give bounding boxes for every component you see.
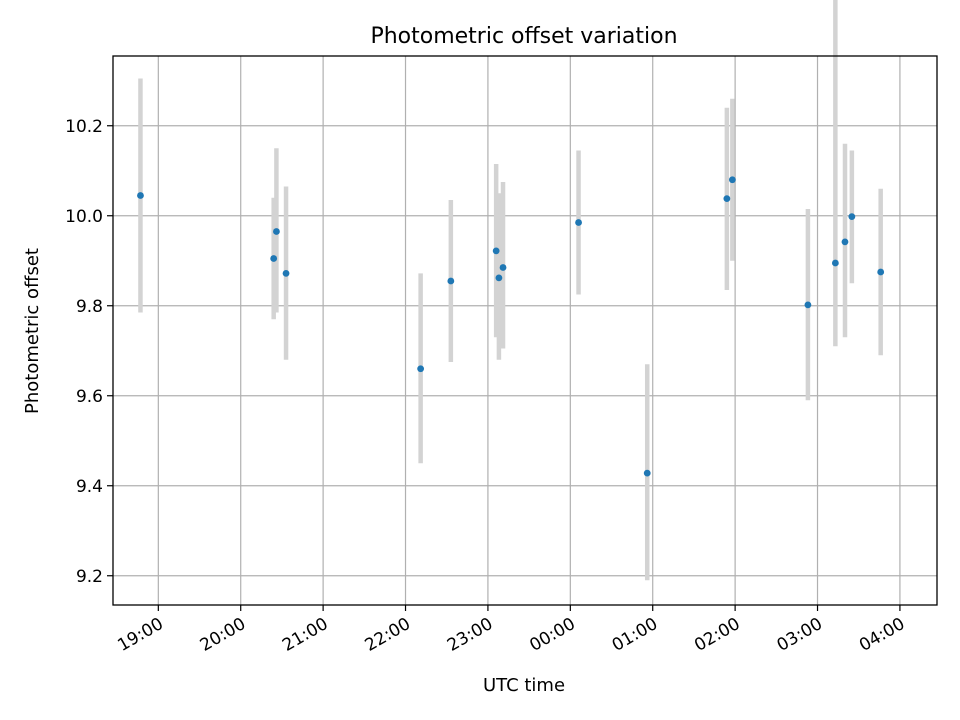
data-point [831, 259, 839, 267]
data-point [137, 192, 144, 199]
y-axis-ticks: 9.2 9.4 9.6 9.8 10.0 10.2 [65, 117, 113, 587]
data-point [841, 238, 849, 246]
data-point [273, 228, 280, 235]
x-tick-label: 20:00 [197, 614, 249, 656]
data-point [643, 469, 651, 477]
x-tick-label: 19:00 [114, 614, 166, 656]
y-axis-label: Photometric offset [22, 248, 43, 414]
y-tick-label: 10.2 [65, 117, 103, 137]
x-tick-label: 23:00 [444, 614, 496, 656]
x-tick-label: 22:00 [362, 614, 414, 656]
data-point [270, 255, 278, 262]
data-points [137, 176, 885, 477]
y-tick-label: 9.8 [76, 297, 103, 317]
x-tick-label: 04:00 [856, 614, 908, 656]
x-tick-label: 01:00 [609, 614, 661, 656]
data-point [417, 365, 425, 373]
data-point [492, 247, 500, 255]
data-point [575, 219, 582, 226]
data-point [499, 264, 507, 271]
data-point [495, 274, 503, 282]
error-bars [138, 0, 883, 581]
data-point [728, 176, 736, 184]
x-tick-label: 00:00 [526, 614, 578, 656]
y-tick-label: 9.6 [76, 387, 103, 407]
x-tick-label: 21:00 [279, 614, 331, 656]
data-point [723, 195, 731, 203]
y-tick-label: 9.2 [76, 567, 103, 587]
plot-frame [112, 55, 938, 606]
grid-lines [113, 56, 937, 605]
y-tick-label: 10.0 [65, 207, 103, 227]
chart-title: Photometric offset variation [370, 24, 677, 49]
data-point [848, 213, 856, 221]
data-point [877, 268, 885, 276]
x-tick-label: 02:00 [691, 614, 743, 656]
data-point [447, 277, 455, 285]
x-axis-ticks: 19:00 20:00 21:00 22:00 23:00 00:00 01:00 02:00… [114, 605, 908, 656]
x-tick-label: 03:00 [774, 614, 826, 656]
y-tick-label: 9.4 [76, 477, 103, 497]
data-point [804, 301, 812, 309]
x-axis-label: UTC time [483, 675, 565, 696]
data-point [282, 269, 290, 277]
